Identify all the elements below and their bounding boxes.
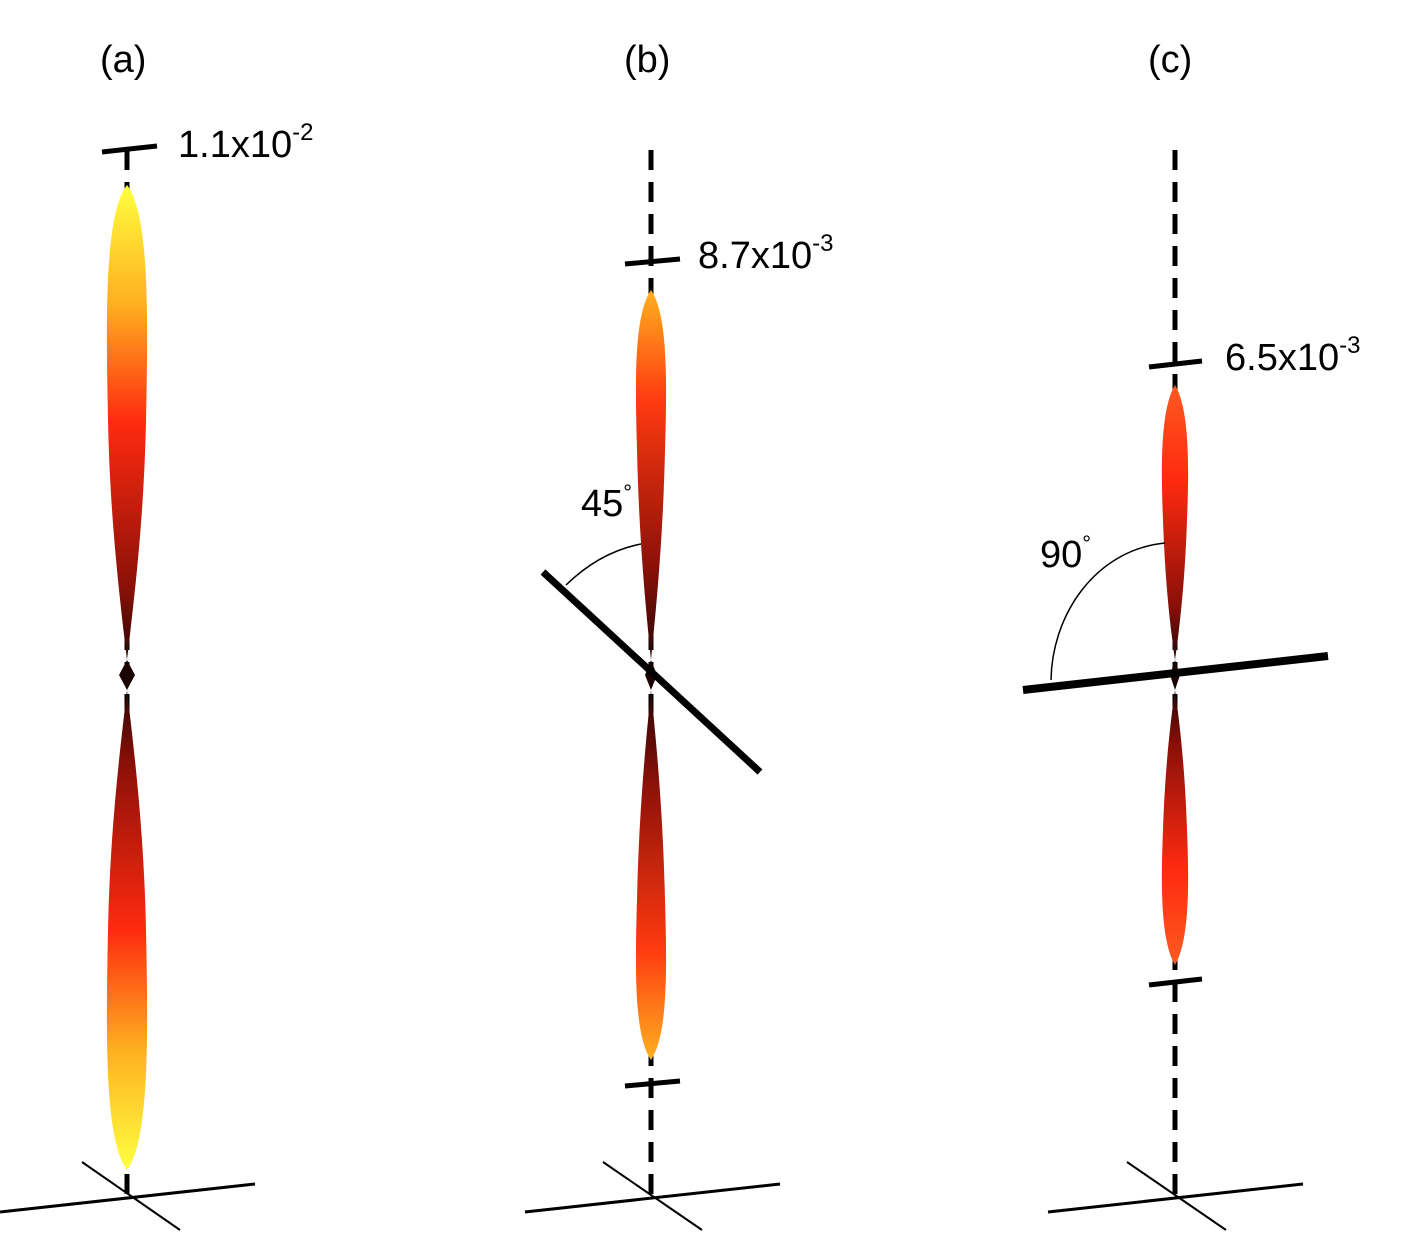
- upper-lobe: [635, 290, 667, 660]
- panel-label-a: (a): [100, 39, 146, 81]
- scale-label: 1.1x10-2: [178, 119, 313, 166]
- base-axis-y: [81, 1161, 181, 1231]
- base-axis-x: [524, 1182, 781, 1214]
- scale-tick-bottom: [624, 1078, 681, 1089]
- lower-lobe: [1161, 690, 1189, 965]
- base-axis-y: [602, 1161, 703, 1231]
- base-axis-x: [0, 1182, 256, 1214]
- scale-label: 8.7x10-3: [698, 230, 833, 277]
- panel-label-c: (c): [1148, 39, 1192, 81]
- scale-label: 6.5x10-3: [1225, 332, 1360, 379]
- base-axis-y: [1126, 1161, 1227, 1231]
- upper-lobe: [1161, 385, 1189, 660]
- field-direction-line: [1022, 652, 1329, 694]
- panel-c: (c) 6.5x10-3 90°: [1022, 39, 1360, 1231]
- angle-arc: [1050, 542, 1166, 681]
- lower-lobe: [106, 690, 148, 1170]
- scale-tick-top: [1148, 358, 1203, 370]
- panel-b: (b) 8.7x10-3 45°: [524, 39, 833, 1231]
- scale-tick-bottom: [1148, 976, 1203, 988]
- scale-tick-top: [624, 256, 681, 267]
- angle-arc: [565, 543, 642, 586]
- angle-label: 90°: [1040, 531, 1091, 576]
- upper-lobe: [106, 185, 148, 660]
- lower-lobe: [635, 690, 667, 1060]
- scale-tick: [101, 143, 158, 155]
- lobe-waist: [119, 660, 135, 690]
- field-direction-line: [540, 569, 763, 775]
- panel-label-b: (b): [624, 39, 670, 81]
- angle-label: 45°: [581, 480, 632, 525]
- base-axis-x: [1047, 1182, 1304, 1214]
- panel-a: (a) 1.1x10-2: [0, 39, 313, 1231]
